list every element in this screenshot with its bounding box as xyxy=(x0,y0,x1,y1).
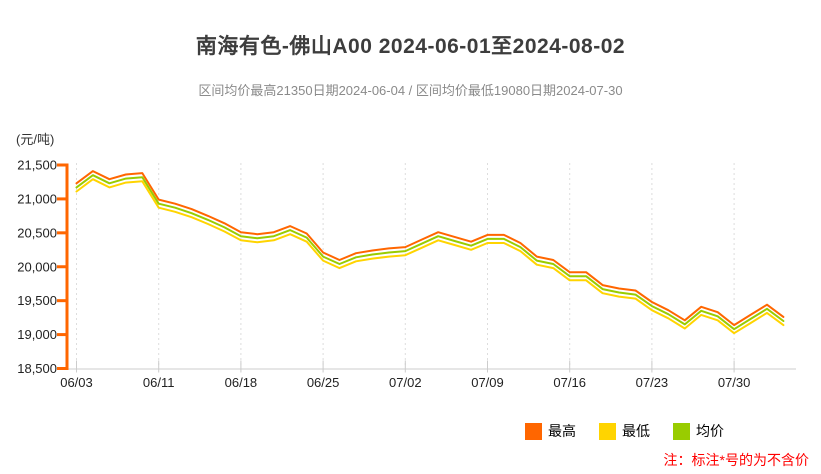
chart-subtitle: 区间均价最高21350日期2024-06-04 / 区间均价最低19080日期2… xyxy=(198,83,623,98)
x-tick-label: 07/30 xyxy=(718,375,751,390)
series-line-最高 xyxy=(75,170,785,327)
legend-label: 最低 xyxy=(622,423,650,439)
y-tick-label: 20,500 xyxy=(17,225,57,240)
chart-legend: 最高 最低 均价 xyxy=(525,421,747,441)
x-tick-label: 06/03 xyxy=(60,375,93,390)
footnote: 注：标注*号的为不含价 xyxy=(663,452,809,468)
legend-swatch xyxy=(673,422,690,440)
y-tick-label: 19,500 xyxy=(17,293,57,308)
series-line-均价 xyxy=(75,174,785,331)
legend-swatch xyxy=(525,422,542,440)
legend-label: 最高 xyxy=(548,423,576,439)
legend-item: 最高 xyxy=(525,421,576,441)
legend-swatch xyxy=(599,422,616,440)
x-tick-label: 06/18 xyxy=(225,375,258,390)
x-tick-label: 07/16 xyxy=(553,375,586,390)
x-tick-label: 07/02 xyxy=(389,375,422,390)
plot-area: 06/03 06/11 06/18 06/25 07/02 07/09 07/16 07/23… xyxy=(17,158,796,390)
chart-title: 南海有色-佛山A00 2024-06-01至2024-08-02 xyxy=(195,35,626,58)
x-tick-label: 06/25 xyxy=(307,375,340,390)
y-tick-label: 21,000 xyxy=(17,191,57,206)
x-tick-label: 07/09 xyxy=(471,375,504,390)
legend-item: 均价 xyxy=(673,421,724,441)
x-tick-label: 06/11 xyxy=(143,375,175,390)
legend-label: 均价 xyxy=(696,423,724,439)
series-line-最低 xyxy=(75,178,785,335)
x-tick-label: 07/23 xyxy=(636,375,669,390)
legend-item: 最低 xyxy=(599,421,650,441)
y-tick-label: 18,500 xyxy=(17,361,57,376)
y-tick-label: 21,500 xyxy=(17,158,57,173)
y-axis-unit-label: (元/吨) xyxy=(16,132,55,147)
y-tick-label: 19,000 xyxy=(17,327,57,342)
y-tick-label: 20,000 xyxy=(17,259,57,274)
